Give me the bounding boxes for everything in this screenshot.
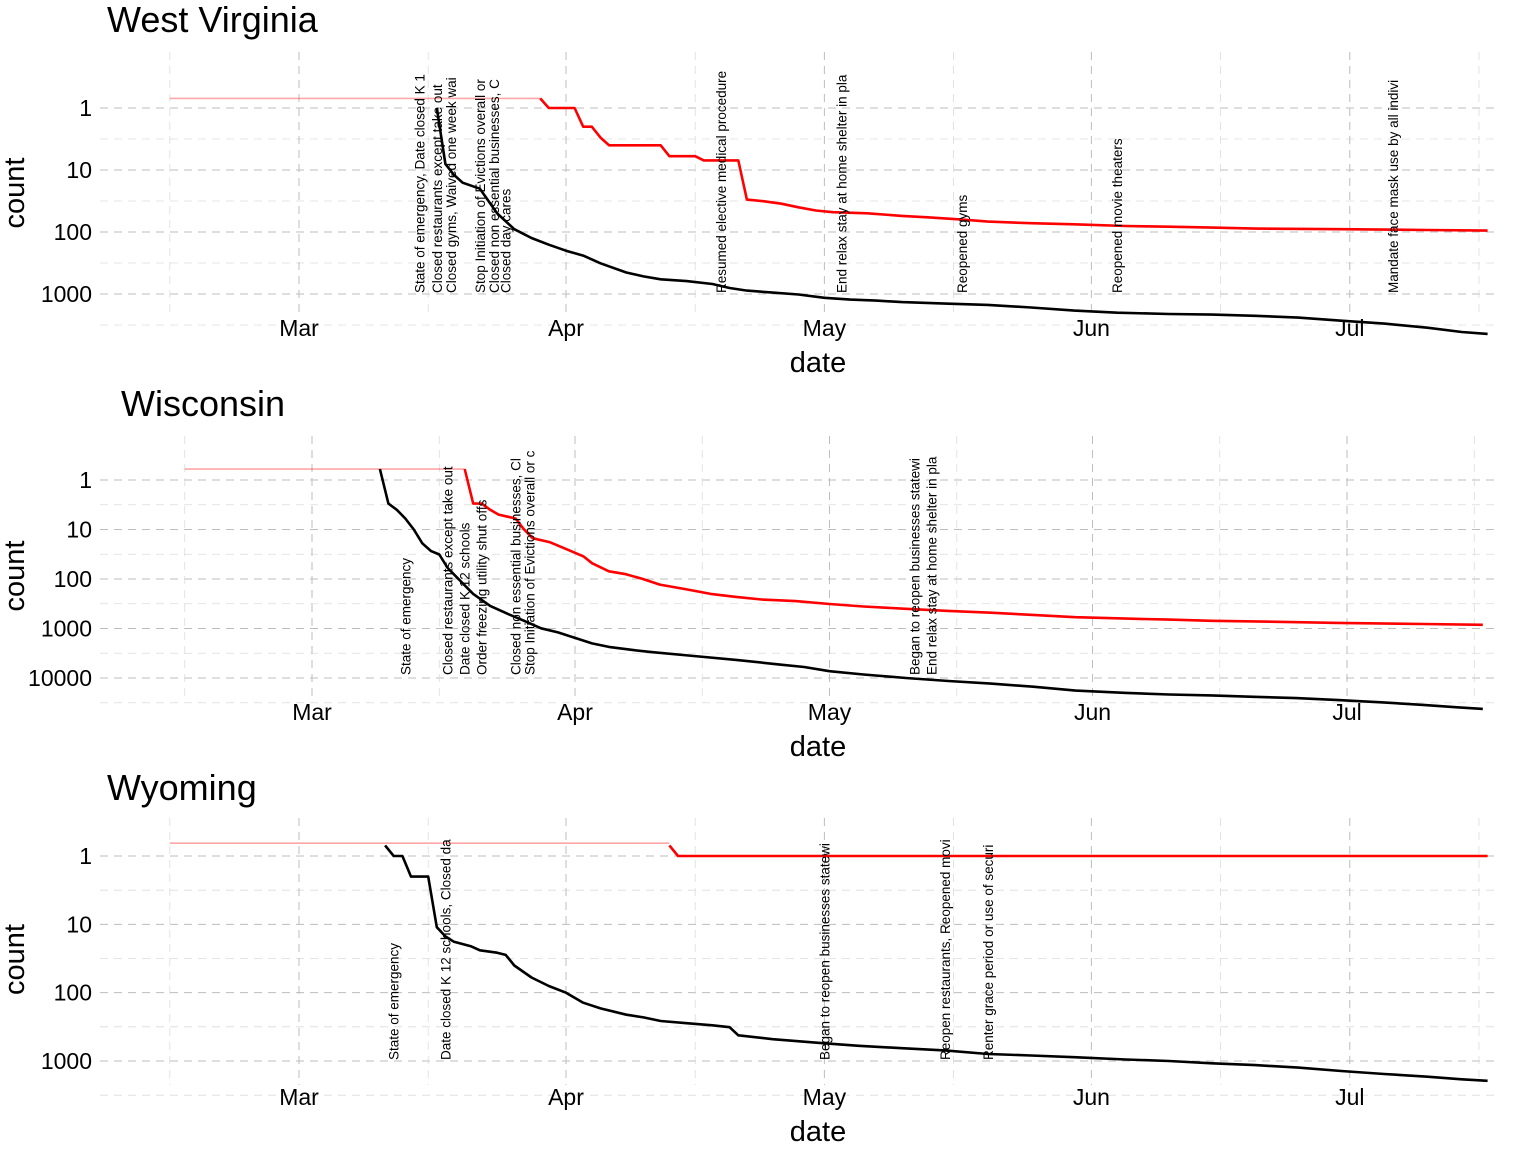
y-tick-label: 10 bbox=[66, 517, 92, 543]
y-tick-label: 100 bbox=[54, 219, 92, 245]
event-annotation: Stop Initiation of Evictions overall or bbox=[473, 79, 488, 293]
x-tick-label: Apr bbox=[557, 699, 593, 725]
x-axis-title: date bbox=[790, 1116, 846, 1148]
x-tick-label: Apr bbox=[548, 315, 584, 341]
event-annotation: State of emergency bbox=[398, 558, 413, 675]
x-tick-label: Jun bbox=[1073, 1084, 1110, 1110]
event-annotation: State of emergency, Date closed K 1 bbox=[413, 74, 428, 293]
y-axis-title: count bbox=[0, 541, 31, 612]
y-axis-title: count bbox=[0, 924, 31, 995]
x-tick-label: Mar bbox=[292, 699, 332, 725]
series-line-1 bbox=[435, 107, 1488, 336]
panel-title: West Virginia bbox=[107, 0, 319, 40]
event-annotation: Closed day cares bbox=[499, 188, 514, 293]
panel-title: Wyoming bbox=[107, 767, 257, 808]
event-annotation: Closed gyms, Waived one week wai bbox=[444, 77, 459, 293]
x-axis-title: date bbox=[790, 347, 846, 379]
event-annotation: Date closed K 12 schools, Closed da bbox=[438, 839, 453, 1060]
x-tick-label: May bbox=[808, 699, 852, 725]
y-tick-label: 100 bbox=[54, 980, 92, 1006]
event-annotation: End relax stay at home shelter in pla bbox=[835, 74, 850, 293]
event-annotation: Began to reopen businesses statewi bbox=[817, 843, 832, 1060]
event-annotation: Date closed K 12 schools bbox=[458, 522, 473, 675]
panel-title: Wisconsin bbox=[121, 383, 285, 424]
event-annotation: Closed non essential businesses, C bbox=[487, 79, 502, 293]
event-annotation: Order freezing utility shut offs bbox=[475, 499, 490, 675]
x-tick-label: May bbox=[803, 1084, 847, 1110]
y-tick-label: 1 bbox=[79, 95, 92, 121]
y-tick-label: 1000 bbox=[41, 616, 92, 642]
event-annotation: Closed non essential businesses, Cl bbox=[509, 458, 524, 675]
x-tick-label: Jul bbox=[1332, 699, 1361, 725]
event-annotation: Reopened gyms bbox=[955, 194, 970, 293]
event-annotation: Closed restaurants except take out bbox=[441, 466, 456, 675]
event-annotation: Reopened movie theaters bbox=[1110, 138, 1125, 293]
event-annotation: Closed restaurants except take out bbox=[430, 84, 445, 293]
series-line-2 bbox=[539, 97, 1488, 232]
series-line-2 bbox=[463, 468, 1483, 627]
event-annotation: Began to reopen businesses statewi bbox=[907, 458, 922, 675]
y-tick-label: 10000 bbox=[28, 665, 92, 691]
panel-wisconsin: State of emergency Closed restaurants exc… bbox=[0, 383, 1500, 763]
x-tick-label: Jul bbox=[1335, 315, 1364, 341]
x-axis-title: date bbox=[790, 731, 846, 763]
y-tick-label: 10 bbox=[66, 157, 92, 183]
y-tick-label: 1000 bbox=[41, 281, 92, 307]
x-tick-label: Mar bbox=[279, 1084, 319, 1110]
y-tick-label: 1 bbox=[79, 843, 92, 869]
series-line-1 bbox=[384, 844, 1488, 1083]
event-annotation: Stop Initiation of Evictions overall or … bbox=[523, 450, 538, 675]
event-annotation: Mandate face mask use by all indivi bbox=[1386, 80, 1401, 293]
y-tick-label: 10 bbox=[66, 911, 92, 937]
x-tick-label: Mar bbox=[279, 315, 319, 341]
panel-west-virginia: State of emergency, Date closed K 1 Close… bbox=[0, 0, 1500, 379]
y-tick-label: 100 bbox=[54, 566, 92, 592]
y-tick-label: 1 bbox=[79, 467, 92, 493]
series-line-2 bbox=[668, 844, 1488, 858]
series-line-1 bbox=[378, 468, 1483, 711]
event-annotation: Reopen restaurants, Reopened movi bbox=[938, 839, 953, 1060]
x-tick-label: Jul bbox=[1335, 1084, 1364, 1110]
event-annotation: End relax stay at home shelter in pla bbox=[924, 456, 939, 675]
y-axis-title: count bbox=[0, 158, 31, 229]
event-annotation: Renter grace period or use of securi bbox=[981, 845, 996, 1060]
y-tick-label: 1000 bbox=[41, 1048, 92, 1074]
panel-wyoming: State of emergency Date closed K 12 schoo… bbox=[0, 767, 1500, 1148]
x-tick-label: Jun bbox=[1073, 315, 1110, 341]
x-tick-label: May bbox=[803, 315, 847, 341]
x-tick-label: Apr bbox=[548, 1084, 584, 1110]
x-tick-label: Jun bbox=[1074, 699, 1111, 725]
event-annotation: State of emergency bbox=[387, 943, 402, 1060]
event-annotation: Resumed elective medical procedure bbox=[714, 71, 729, 293]
